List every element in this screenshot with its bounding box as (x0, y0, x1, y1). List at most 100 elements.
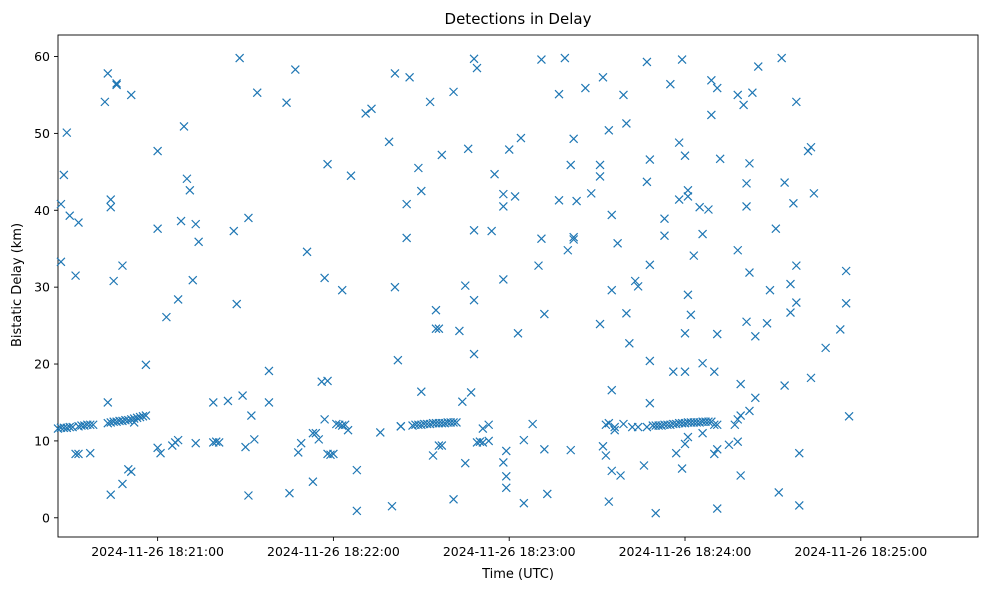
y-axis: 0 10 20 30 40 50 60 (34, 49, 58, 525)
data-point (390, 282, 400, 292)
data-point (780, 381, 790, 390)
data-point (604, 125, 614, 135)
data-point (498, 275, 508, 284)
data-point (780, 178, 790, 188)
data-point (704, 417, 713, 427)
data-point (211, 437, 221, 447)
y-tick-label: 0 (42, 510, 50, 525)
data-point (402, 233, 412, 243)
data-point (387, 501, 397, 511)
data-point (706, 75, 716, 85)
data-point (194, 237, 204, 247)
data-point (683, 185, 693, 195)
data-point (320, 414, 330, 424)
data-point (686, 310, 696, 320)
x-tick-label: 2024-11-26 18:24:00 (619, 544, 752, 559)
data-point (604, 497, 614, 507)
data-point (674, 138, 684, 148)
data-point (539, 444, 549, 454)
data-point (74, 218, 83, 228)
data-point (709, 449, 719, 459)
data-point (519, 435, 529, 445)
data-point (762, 318, 772, 328)
data-point (285, 488, 294, 498)
data-point (791, 97, 801, 107)
data-point (302, 247, 312, 257)
data-point (214, 438, 224, 447)
data-point (753, 62, 763, 71)
data-point (337, 285, 347, 295)
data-point (498, 189, 508, 199)
data-point (660, 231, 669, 241)
data-point (109, 276, 119, 286)
data-point (607, 466, 617, 476)
data-point (501, 471, 511, 481)
data-point (469, 225, 479, 235)
x-axis: 2024-11-26 18:21:00 2024-11-26 18:22:00 20… (91, 537, 927, 559)
data-point (478, 424, 488, 434)
data-point (141, 411, 151, 420)
data-point (619, 90, 628, 100)
data-point (402, 199, 412, 209)
data-point (715, 154, 725, 164)
data-point (469, 295, 479, 305)
data-point (185, 185, 195, 195)
data-point (112, 80, 122, 90)
data-point (745, 158, 754, 168)
data-point (534, 261, 543, 271)
data-point (645, 155, 655, 164)
data-point (323, 159, 332, 169)
x-tick-label: 2024-11-26 18:23:00 (443, 544, 576, 559)
data-point (153, 146, 163, 156)
data-point (384, 137, 394, 147)
data-point (161, 312, 171, 322)
data-point (739, 100, 749, 110)
data-point (598, 441, 608, 451)
y-tick-label: 40 (34, 203, 50, 218)
data-point (712, 329, 722, 339)
data-point (704, 205, 713, 214)
data-point (639, 461, 649, 470)
data-point (85, 448, 95, 458)
data-point (616, 471, 625, 480)
data-point (173, 435, 183, 445)
data-point (586, 188, 596, 198)
data-point (610, 425, 620, 435)
data-point (375, 428, 385, 437)
data-point (176, 216, 186, 226)
data-point (100, 97, 110, 107)
data-point (223, 396, 233, 406)
data-point (742, 317, 751, 327)
data-point (698, 428, 708, 438)
data-point (425, 97, 435, 107)
data-point (56, 199, 66, 209)
data-point (191, 438, 201, 448)
data-point (774, 487, 784, 497)
data-point (326, 450, 335, 460)
data-point (416, 387, 426, 397)
data-point (106, 202, 116, 212)
x-axis-label: Time (UTC) (481, 567, 554, 582)
data-point (103, 418, 113, 428)
data-point (709, 367, 719, 377)
data-point (777, 53, 787, 63)
data-point (153, 224, 163, 234)
data-point (516, 133, 526, 143)
data-point (141, 360, 151, 370)
data-point (733, 90, 743, 100)
data-point (733, 437, 743, 447)
data-point (642, 177, 652, 187)
data-point (449, 494, 458, 504)
data-point (235, 53, 245, 63)
data-point (62, 128, 72, 138)
data-point (367, 104, 376, 114)
data-point (709, 420, 719, 430)
data-point (431, 324, 441, 334)
data-point (413, 163, 423, 173)
data-point (633, 281, 643, 291)
data-point (85, 420, 95, 430)
y-tick-label: 50 (34, 126, 50, 141)
data-point (680, 151, 690, 161)
data-point (765, 285, 775, 295)
data-point (566, 445, 576, 455)
